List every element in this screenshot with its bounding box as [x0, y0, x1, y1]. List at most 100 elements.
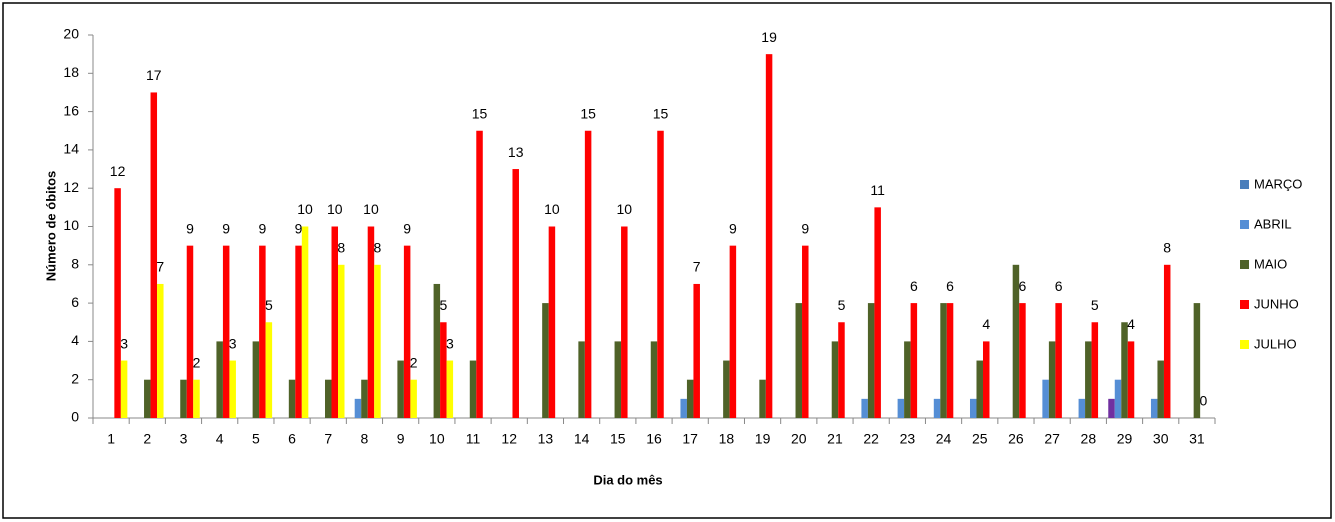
y-tick-label: 20 [63, 26, 79, 42]
bar [1091, 322, 1099, 418]
bar [1078, 398, 1086, 418]
bar [686, 379, 694, 418]
bar [831, 341, 839, 418]
bar [1085, 341, 1092, 418]
data-label: 15 [580, 105, 596, 121]
legend-label: MARÇO [1254, 176, 1302, 191]
x-tick-label: 3 [180, 431, 188, 447]
data-label: 5 [1091, 297, 1099, 313]
x-tick-label: 7 [324, 431, 332, 447]
bar [542, 303, 549, 418]
bar [897, 398, 905, 418]
legend-label: JULHO [1254, 336, 1297, 351]
bar [433, 283, 441, 418]
x-tick-label: 21 [827, 431, 843, 447]
bar [216, 341, 223, 418]
bar [114, 188, 121, 418]
legend-label: JUNHO [1254, 296, 1299, 311]
data-label: 5 [838, 297, 846, 313]
data-label: 6 [1019, 278, 1027, 294]
bar [338, 264, 345, 418]
bar [397, 360, 404, 418]
data-label: 4 [1127, 316, 1135, 332]
x-tick-label: 27 [1044, 431, 1060, 447]
bar [904, 341, 911, 418]
data-label: 10 [327, 201, 343, 217]
bar [259, 245, 266, 418]
bar [723, 360, 730, 418]
data-label: 7 [156, 259, 164, 275]
bar [367, 226, 375, 418]
y-tick-label: 16 [63, 102, 79, 118]
bar [288, 379, 296, 418]
bar [150, 92, 158, 418]
bar [476, 130, 483, 418]
legend-swatch [1240, 340, 1249, 349]
bar [1127, 341, 1135, 418]
x-tick-label: 13 [538, 431, 554, 447]
y-tick-label: 12 [63, 179, 79, 195]
x-tick-label: 22 [863, 431, 879, 447]
data-label: 15 [653, 105, 669, 121]
x-tick-label: 31 [1189, 431, 1205, 447]
x-tick-label: 30 [1153, 431, 1169, 447]
bar [374, 264, 381, 418]
data-label: 9 [258, 220, 266, 236]
bar [650, 341, 658, 418]
bar [1150, 398, 1158, 418]
y-tick-label: 14 [63, 141, 79, 157]
bar [969, 398, 977, 418]
x-tick-label: 4 [216, 431, 224, 447]
x-tick-label: 23 [900, 431, 916, 447]
data-label: 10 [363, 201, 379, 217]
bar [331, 226, 339, 418]
x-tick-label: 11 [466, 431, 481, 447]
bar [512, 169, 519, 418]
data-label: 19 [761, 29, 777, 45]
data-label: 2 [193, 354, 201, 370]
bar [982, 341, 990, 418]
y-tick-label: 2 [71, 370, 79, 386]
x-tick-label: 2 [143, 431, 151, 447]
data-label: 8 [374, 240, 382, 256]
bar [1157, 360, 1164, 418]
x-tick-label: 17 [682, 431, 698, 447]
data-label: 3 [446, 335, 454, 351]
bar [548, 226, 556, 418]
bar [1108, 398, 1115, 418]
bar [838, 322, 845, 418]
bar [910, 303, 918, 418]
bar [867, 303, 875, 418]
bar [578, 341, 585, 418]
bar [802, 245, 809, 418]
bar [469, 360, 477, 418]
data-label: 9 [186, 220, 194, 236]
x-tick-label: 16 [646, 431, 662, 447]
bar [1121, 322, 1128, 418]
x-tick-label: 28 [1081, 431, 1097, 447]
bar [614, 341, 622, 418]
bar [657, 130, 664, 418]
bar [180, 379, 187, 418]
y-tick-label: 6 [71, 294, 79, 310]
x-tick-label: 15 [610, 431, 626, 447]
bar [440, 322, 447, 418]
data-label: 8 [337, 240, 345, 256]
y-tick-label: 8 [71, 256, 79, 272]
x-tick-label: 26 [1008, 431, 1024, 447]
legend-swatch [1240, 260, 1249, 269]
data-label: 7 [693, 259, 701, 275]
bar [621, 226, 628, 418]
bar [361, 379, 368, 418]
bar [1048, 341, 1056, 418]
data-label: 12 [110, 163, 126, 179]
legend-swatch [1240, 300, 1249, 309]
data-label: 4 [982, 316, 990, 332]
data-label: 13 [508, 144, 524, 160]
bar [933, 398, 941, 418]
legend-label: ABRIL [1254, 216, 1292, 231]
bar [157, 283, 164, 418]
x-tick-label: 1 [107, 431, 115, 447]
data-label: 3 [229, 335, 237, 351]
bar [301, 226, 309, 418]
